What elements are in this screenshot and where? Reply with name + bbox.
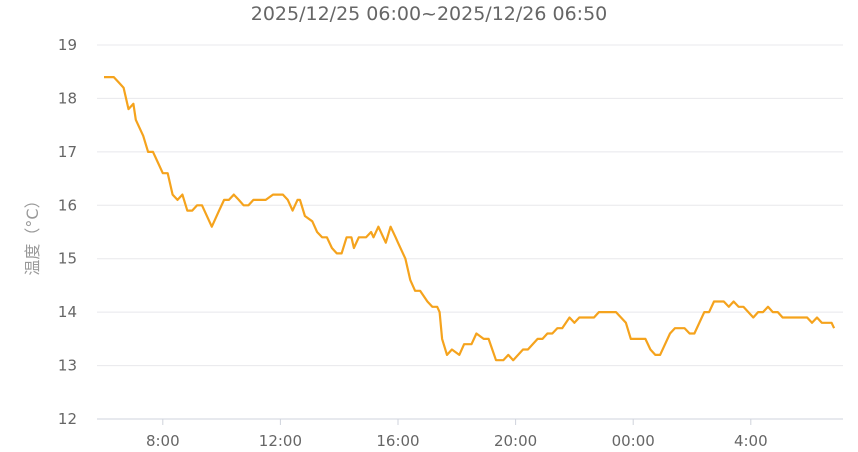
y-tick-label: 14 — [58, 303, 77, 321]
x-tick-label: 8:00 — [146, 432, 180, 450]
x-tick-label: 16:00 — [376, 432, 419, 450]
temperature-series-line — [104, 76, 836, 362]
y-tick-label: 18 — [58, 89, 77, 107]
y-tick-label: 12 — [58, 410, 77, 428]
y-tick-label: 19 — [58, 36, 77, 54]
x-tick-label: 4:00 — [734, 432, 768, 450]
y-tick-label: 13 — [58, 357, 77, 375]
y-tick-label: 15 — [58, 250, 77, 268]
x-axis-ticks: 8:00 12:00 16:00 20:00 00:00 4:00 — [146, 419, 768, 450]
chart-title: 2025/12/25 06:00~2025/12/26 06:50 — [251, 3, 608, 25]
y-axis-label: 温度（°C） — [23, 192, 42, 275]
y-tick-label: 16 — [58, 196, 77, 214]
y-axis-ticks: 12 13 14 15 16 17 18 19 — [58, 36, 77, 428]
x-tick-label: 00:00 — [612, 432, 655, 450]
y-tick-label: 17 — [58, 143, 77, 161]
x-tick-label: 20:00 — [494, 432, 537, 450]
grid-lines — [97, 44, 843, 420]
x-tick-label: 12:00 — [259, 432, 302, 450]
